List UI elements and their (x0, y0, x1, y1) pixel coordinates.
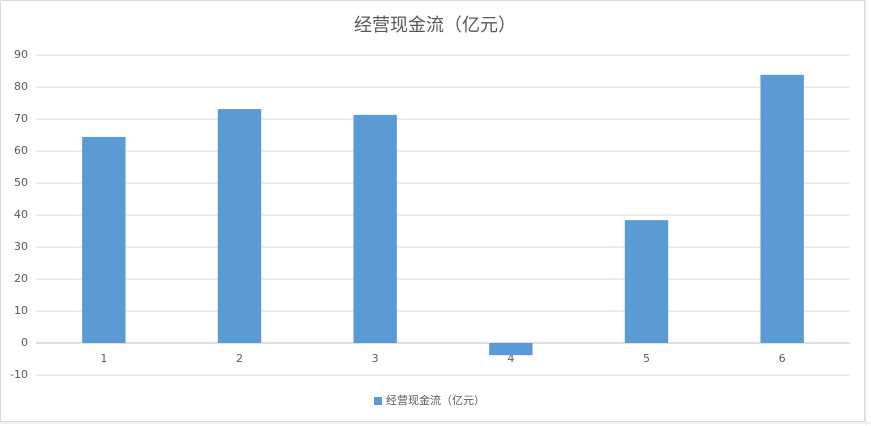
bar (760, 74, 804, 343)
y-tick-label: 90 (14, 48, 28, 61)
legend-swatch (374, 397, 382, 405)
x-tick-label: 2 (236, 352, 243, 365)
bar (624, 220, 669, 343)
bar (217, 109, 262, 343)
y-tick-label: 50 (14, 176, 28, 189)
y-tick-label: -10 (10, 368, 28, 381)
y-tick-label: 60 (14, 144, 28, 157)
y-tick-label: 20 (14, 272, 28, 285)
y-tick-label: 80 (14, 80, 28, 93)
bar (353, 114, 397, 343)
chart-title: 经营现金流（亿元） (354, 15, 516, 36)
y-tick-label: 40 (14, 208, 28, 221)
bar (82, 136, 126, 343)
y-tick-label: 10 (14, 304, 28, 317)
bar (489, 343, 533, 356)
x-tick-label: 6 (779, 352, 786, 365)
x-tick-label: 5 (643, 352, 650, 365)
y-tick-label: 70 (14, 112, 28, 125)
x-tick-label: 4 (507, 352, 514, 365)
x-tick-label: 3 (372, 352, 379, 365)
y-tick-label: 0 (21, 336, 28, 349)
x-tick-label: 1 (100, 352, 107, 365)
legend-label: 经营现金流（亿元） (386, 393, 485, 407)
y-tick-label: 30 (14, 240, 28, 253)
